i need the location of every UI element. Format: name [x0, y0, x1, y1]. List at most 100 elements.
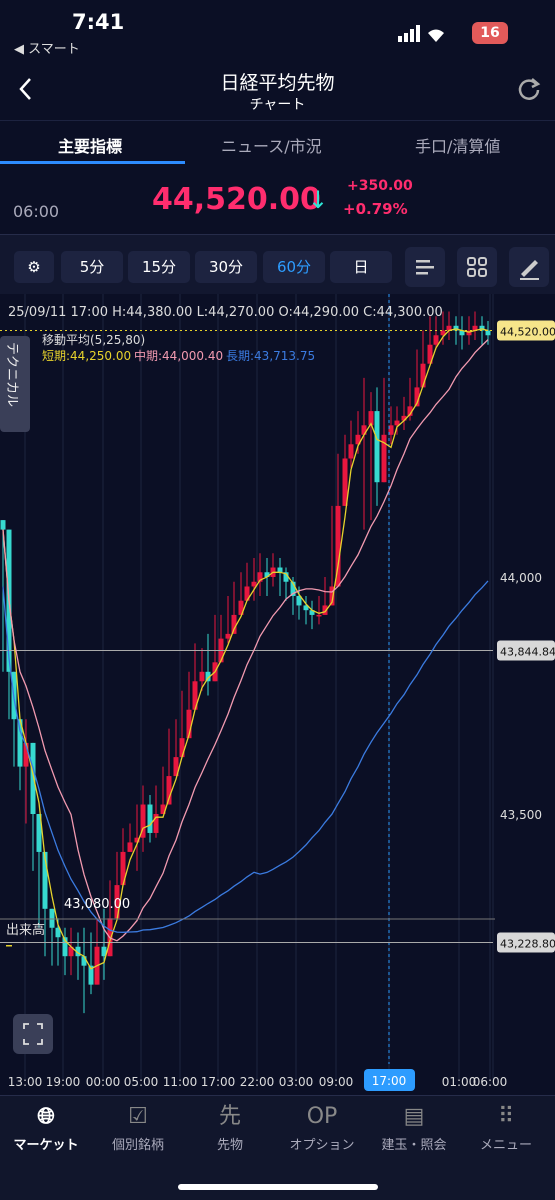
draw-pencil-icon[interactable] — [509, 247, 549, 287]
candle-body — [322, 605, 328, 615]
candle-body — [407, 406, 413, 416]
technical-side-label[interactable]: テクニカル — [4, 342, 19, 407]
candle-body — [264, 572, 270, 577]
tab-trades-settlement[interactable]: 手口/清算値 — [415, 137, 501, 156]
nav-options[interactable]: OP オプション — [276, 1102, 368, 1153]
candle-body — [205, 671, 211, 682]
candle-body — [401, 415, 407, 421]
candle-body — [420, 363, 426, 388]
document-icon: ▤ — [403, 1104, 425, 1129]
candle-body — [55, 927, 61, 938]
reference-tag — [497, 640, 555, 661]
status-time: 7:41 — [72, 10, 125, 34]
candle-body — [101, 946, 107, 957]
candle-body — [335, 505, 341, 587]
nav-market[interactable]: 🌐︎ マーケット — [0, 1102, 92, 1153]
candle-body — [88, 965, 94, 985]
candle-body — [120, 851, 126, 886]
fullscreen-button[interactable] — [13, 1014, 53, 1054]
candle-body — [296, 595, 302, 606]
futures-icon: 先 — [218, 1104, 241, 1129]
status-bar: 7:41 ◀ スマート 16 — [0, 0, 555, 58]
x-tick-label: 11:00 — [163, 1075, 198, 1089]
ma-long-value: 長期:43,713.75 — [226, 349, 315, 363]
signal-wifi-icons — [398, 25, 444, 42]
volume-label: 出来高 — [6, 922, 45, 938]
candle-body — [192, 681, 198, 710]
x-tick-label: 06:00 — [473, 1075, 508, 1089]
interval-60min[interactable]: 60分 — [263, 251, 325, 283]
candle-body — [394, 420, 400, 426]
chart-toolbar: ⚙ 5分 15分 30分 60分 日 — [0, 234, 555, 294]
price-chart[interactable]: 13:00 19:00 00:00 05:00 11:00 17:00 22:00 03:00… — [0, 294, 555, 1094]
chart-svg[interactable]: 13:00 19:00 00:00 05:00 11:00 17:00 22:00 03:00… — [0, 294, 555, 1094]
settings-gear-icon[interactable]: ⚙ — [14, 251, 54, 283]
candle-body — [153, 814, 159, 833]
candle-body — [316, 614, 322, 617]
candle-body — [368, 411, 374, 426]
interval-5min[interactable]: 5分 — [61, 251, 123, 283]
back-to-app-link[interactable]: ◀ スマート — [14, 42, 80, 57]
tab-news-market[interactable]: ニュース/市況 — [221, 137, 322, 156]
candle-body — [472, 325, 478, 331]
candle-body — [355, 434, 361, 445]
candle-body — [342, 458, 348, 506]
tab-major-indices[interactable]: 主要指標 — [58, 137, 123, 156]
interval-30min[interactable]: 30分 — [195, 251, 257, 283]
app-header: 日経平均先物 チャート — [0, 58, 555, 120]
nav-positions[interactable]: ▤ 建玉・照会 — [368, 1102, 460, 1153]
candle-body — [244, 586, 250, 601]
candle-body — [277, 567, 283, 573]
interval-15min[interactable]: 15分 — [128, 251, 190, 283]
crosshair-time-label: 17:00 — [372, 1074, 407, 1088]
candle-body — [309, 610, 315, 615]
candle-body — [388, 425, 394, 435]
candle-body — [173, 757, 179, 777]
nav-futures[interactable]: 先先物 — [184, 1102, 276, 1153]
ma-long-line — [2, 580, 489, 933]
ma-mid-line — [2, 339, 489, 942]
nav-menu[interactable]: ⠿ メニュー — [460, 1102, 552, 1153]
tab-bar: 主要指標 ニュース/市況 手口/清算値 — [0, 120, 555, 164]
x-tick-label: 03:00 — [279, 1075, 314, 1089]
candle-body — [433, 335, 439, 345]
candle-body — [374, 411, 380, 483]
candle-body — [329, 586, 335, 606]
grid-layout-icon[interactable] — [457, 247, 497, 287]
home-indicator — [178, 1184, 378, 1190]
candle-body — [427, 344, 433, 364]
candle-body — [160, 804, 166, 814]
candle-body — [75, 946, 81, 957]
battery-icon: 16 — [472, 22, 508, 44]
candle-body — [414, 387, 420, 407]
candle-body — [23, 742, 29, 767]
interval-daily[interactable]: 日 — [330, 251, 392, 283]
back-chevron-icon[interactable] — [16, 76, 36, 102]
ohlc-readout: 25/09/11 17:00 H:44,380.00 L:44,270.00 O… — [8, 305, 443, 320]
candle-body — [231, 614, 237, 634]
candle-body — [36, 814, 42, 852]
refresh-icon[interactable] — [516, 76, 542, 102]
candle-body — [466, 330, 472, 336]
options-op-icon: OP — [306, 1104, 338, 1129]
candle-body — [290, 581, 296, 596]
reference-tag — [497, 932, 555, 953]
ma-mid-value: 中期:44,000.40 — [134, 348, 223, 363]
candle-body — [238, 600, 244, 615]
reference-text: 43,228.80 — [500, 938, 555, 951]
down-arrow-icon: ↓ — [308, 186, 329, 214]
candle-body — [283, 572, 289, 582]
min-price-annotation: 43,080.00 — [64, 897, 130, 912]
last-price-tag — [497, 320, 555, 341]
nav-stocks[interactable]: ☑ 個別銘柄 — [92, 1102, 184, 1153]
last-price-text: 44,520.00 — [500, 326, 555, 339]
reference-text: 43,844.84 — [500, 646, 555, 659]
candle-body — [140, 804, 146, 838]
price-change: +350.00 — [347, 178, 413, 194]
candle-body — [147, 804, 153, 833]
candle-body — [225, 633, 231, 639]
technical-side-tab[interactable] — [0, 336, 30, 432]
bar-list-icon[interactable] — [405, 247, 445, 287]
candle-body — [303, 605, 309, 611]
expand-icon — [23, 1023, 43, 1045]
